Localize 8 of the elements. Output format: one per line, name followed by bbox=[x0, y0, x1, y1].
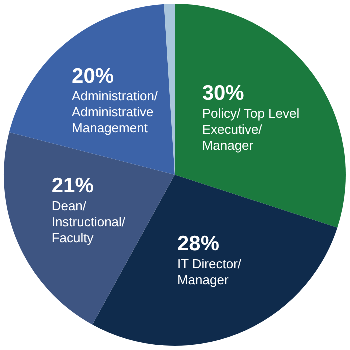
data-label: 21% bbox=[52, 174, 94, 198]
slice-label: Administration/ Administrative Management bbox=[72, 88, 158, 136]
data-label: 28% bbox=[177, 232, 220, 256]
slice-label: IT Director/ Manager bbox=[177, 256, 242, 288]
slice-label: Policy/ Top Level Executive/ Manager bbox=[202, 106, 300, 153]
slice-label: Dean/ Instructional/ Faculty bbox=[52, 198, 126, 246]
data-label: 30% bbox=[202, 82, 245, 106]
data-label: 20% bbox=[72, 64, 114, 88]
